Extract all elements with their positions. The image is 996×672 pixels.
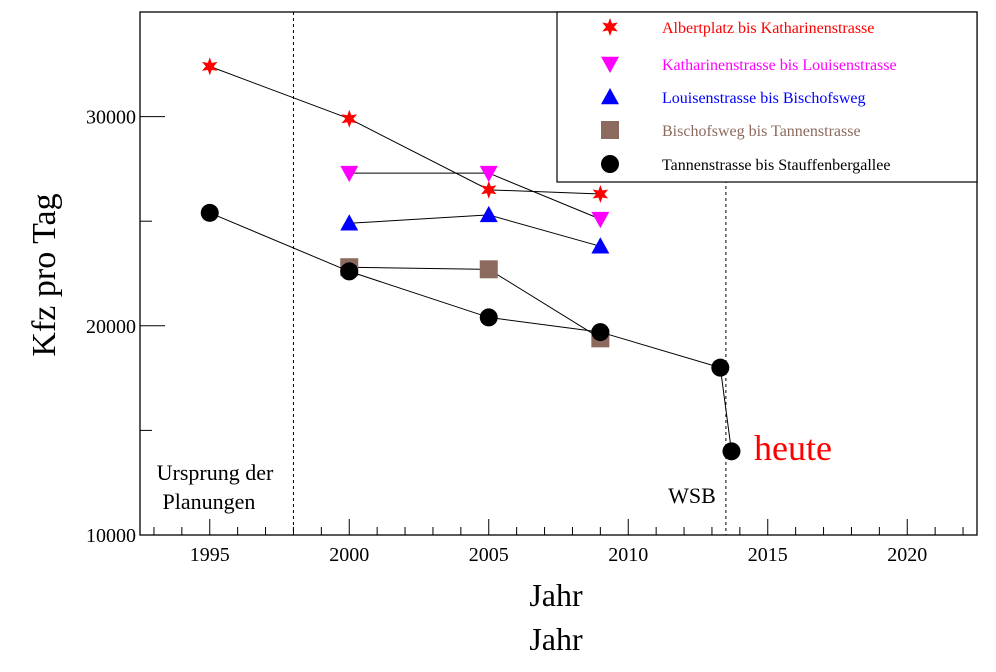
data-point-series-1: [479, 165, 498, 183]
annotation-wsb: WSB: [668, 483, 716, 508]
annotation-ursprung-1: Ursprung der: [157, 460, 274, 485]
legend-label: Katharinenstrasse bis Louisenstrasse: [662, 57, 897, 74]
data-point-series-2: [479, 205, 498, 223]
data-point-series-2: [340, 214, 359, 231]
legend-label: Albertplatz bis Katharinenstrasse: [662, 20, 874, 37]
legend-marker-1: [601, 56, 619, 73]
series-line-0: [209, 65, 601, 195]
x-tick-label: 2010: [608, 544, 648, 566]
data-point-series-2: [591, 237, 610, 254]
legend-marker-3: [601, 121, 619, 139]
series-line-2: [349, 214, 601, 247]
x-tick-label: 2020: [887, 544, 927, 566]
legend-marker-4: [601, 155, 619, 173]
data-point-series-0: [341, 109, 357, 128]
x-tick-label: 2000: [329, 544, 369, 566]
data-point-series-4: [711, 358, 730, 377]
data-point-series-4: [591, 323, 610, 342]
y-tick-label: 10000: [86, 525, 136, 547]
legend: [556, 11, 978, 183]
annotation-heute: heute: [754, 428, 832, 468]
data-point-series-4: [722, 442, 741, 461]
y-tick-label: 30000: [86, 107, 136, 129]
x-tick-label: 2005: [469, 544, 509, 566]
series-line-4: [209, 212, 732, 452]
data-point-series-4: [340, 262, 359, 281]
legend-label: Bischofsweg bis Tannenstrasse: [662, 123, 861, 140]
data-point-series-0: [481, 180, 497, 199]
x-axis-label: Jahr: [529, 577, 583, 613]
legend-marker-0: [602, 18, 618, 36]
data-point-series-4: [200, 203, 219, 222]
y-axis-label: Kfz pro Tag: [26, 193, 63, 356]
x-axis-label-ghost: Jahr: [529, 621, 583, 657]
data-point-series-1: [591, 211, 610, 229]
x-tick-label: 2015: [748, 544, 788, 566]
data-point-series-1: [340, 165, 359, 183]
legend-label: Tannenstrasse bis Stauffenbergallee: [662, 157, 890, 174]
data-point-series-4: [479, 308, 498, 327]
annotation-ursprung-2: Planungen: [163, 489, 256, 514]
legend-label: Louisenstrasse bis Bischofsweg: [662, 90, 866, 107]
data-point-series-3: [479, 260, 498, 279]
data-point-series-0: [592, 185, 609, 203]
data-point-series-0: [202, 57, 218, 76]
x-tick-label: 1995: [190, 544, 230, 566]
series-line-3: [349, 266, 601, 339]
legend-marker-2: [601, 88, 619, 105]
y-tick-label: 20000: [86, 316, 136, 338]
